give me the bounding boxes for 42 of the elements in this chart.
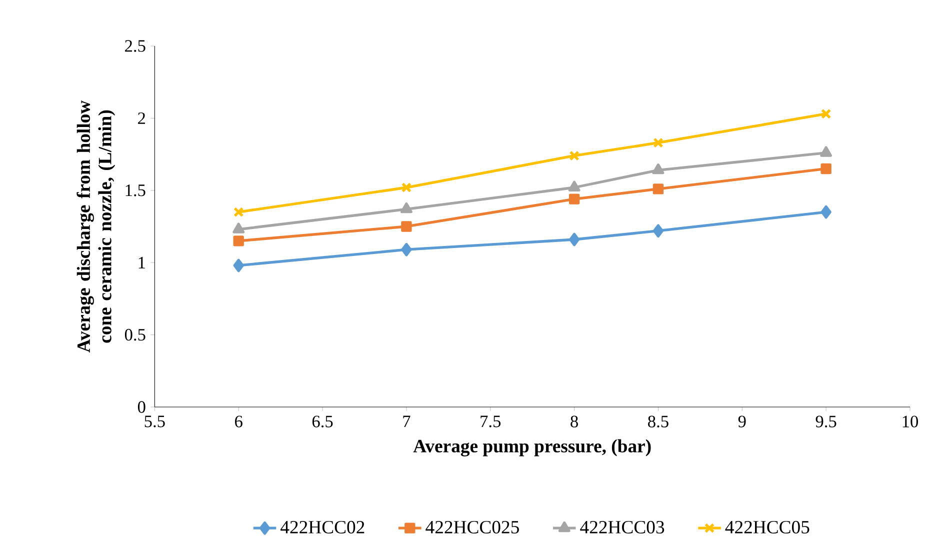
- point: [820, 108, 832, 119]
- point: [401, 242, 412, 256]
- point: [568, 194, 580, 204]
- point: [232, 222, 245, 234]
- y-tick-label: 2.5: [125, 40, 146, 52]
- point: [568, 180, 580, 192]
- y-tick-label: 0: [138, 401, 146, 413]
- x-tick-label: 8: [570, 416, 578, 428]
- point: [820, 146, 832, 157]
- x-tick-label: 9: [738, 416, 746, 428]
- x-tick-label: 6.5: [312, 416, 333, 428]
- legend-label: 422HCC03: [580, 520, 664, 534]
- point: [652, 224, 664, 238]
- point: [401, 221, 412, 232]
- y-axis-title: Average discharge from hollow cone ceramic nozzle, (L/min): [76, 100, 116, 352]
- point: [568, 232, 580, 246]
- point: [653, 138, 664, 148]
- x-tick-label: 7.5: [480, 416, 501, 428]
- y-tick-label: 2: [138, 112, 146, 124]
- x-tick-label: 8.5: [648, 416, 668, 428]
- x-tick-label: 6: [235, 416, 242, 428]
- y-tick-label: 0.5: [124, 328, 146, 341]
- x-tick-label: 5.5: [144, 416, 165, 428]
- point: [400, 202, 412, 214]
- legend-label: 422HCC02: [280, 520, 364, 534]
- point: [569, 150, 580, 161]
- point: [233, 206, 244, 218]
- point: [401, 182, 412, 193]
- x-axis-title: Average pump pressure, (bar): [413, 439, 651, 456]
- x-tick-label: 10: [902, 416, 918, 428]
- point: [652, 164, 664, 174]
- y-tick-label: 1.5: [126, 184, 146, 196]
- point: [820, 163, 832, 174]
- x-tick-label: 9.5: [816, 416, 836, 428]
- point: [820, 205, 832, 219]
- point: [233, 236, 244, 246]
- legend-label: 422HCC025: [426, 520, 519, 534]
- x-tick-label: 7: [403, 416, 410, 428]
- point: [233, 258, 244, 272]
- point: [652, 184, 664, 194]
- legend-label: 422HCC05: [725, 520, 810, 534]
- y-tick-label: 1: [138, 256, 145, 268]
